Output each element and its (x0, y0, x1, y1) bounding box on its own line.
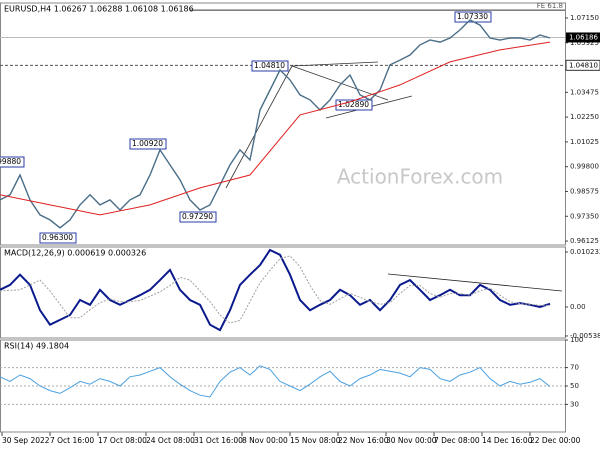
x-tick-label: 30 Nov 00:00 (386, 436, 437, 445)
h-line-box (565, 59, 600, 71)
y-tick-label: 0.96125 (570, 237, 599, 245)
y-tick-label: 0.98575 (570, 187, 599, 195)
panel-frame (0, 246, 566, 339)
panel-title: EURUSD,H4 1.06267 1.06288 1.06108 1.0618… (4, 5, 194, 14)
x-tick-label: 22 Nov 16:00 (338, 436, 389, 445)
trend-line (387, 273, 563, 292)
annotation-box (335, 99, 373, 111)
x-tick-label: 30 Sep 2022 (2, 436, 50, 445)
x-tick-label: 22 Dec 00:00 (530, 436, 581, 445)
y-tick-label: 1.02250 (570, 113, 599, 121)
trend-line (225, 65, 293, 189)
y-tick-label: 0.99800 (570, 163, 599, 171)
y-tick-label: 1.07150 (570, 14, 599, 22)
annotation-box (251, 60, 289, 72)
annotation: 0.99880 (0, 157, 21, 166)
panel-title: MACD(12,26,9) 0.000619 0.000326 (4, 249, 146, 258)
series-line (0, 19, 551, 229)
series-line (0, 41, 551, 216)
annotation: 1.04810 (254, 61, 285, 70)
y-tick-label: 0.010232 (570, 248, 600, 256)
y-tick-label: 1.03475 (570, 88, 599, 96)
y-tick-label: 0.00 (570, 303, 586, 311)
x-tick-label: 24 Oct 08:00 (146, 436, 195, 445)
y-tick-label: 50 (570, 382, 579, 390)
h-line-label: 1.04810 (569, 61, 598, 69)
y-tick-label: 30 (570, 400, 579, 408)
y-tick-label: 1.01025 (570, 138, 599, 146)
panel-frame (0, 2, 566, 246)
series-line (0, 365, 551, 398)
last-price-label: 1.06186 (569, 33, 598, 41)
annotation: 1.02890 (338, 100, 369, 109)
annotation-box (179, 211, 217, 223)
annotation: 0.97290 (182, 212, 213, 221)
y-tick-label: -0.005389 (570, 332, 600, 340)
x-tick-label: 7 Oct 16:00 (50, 436, 94, 445)
panel-title: RSI(14) 49.1804 (4, 342, 69, 351)
trend-line (291, 65, 389, 101)
annotation-box (39, 232, 77, 244)
y-tick-label: 70 (570, 364, 579, 372)
x-tick-label: 7 Dec 08:00 (434, 436, 480, 445)
last-price-box (566, 32, 600, 43)
watermark: ActionForex.com (337, 165, 503, 189)
annotation-box (129, 138, 167, 150)
y-tick-label: 1.05925 (570, 39, 599, 47)
y-tick-label: 0.97350 (570, 212, 599, 220)
annotation-box (0, 156, 25, 168)
x-tick-label: 8 Nov 00:00 (242, 436, 288, 445)
series-line (0, 248, 551, 332)
series-line (0, 255, 550, 324)
x-tick-label: 17 Oct 08:00 (98, 436, 147, 445)
trend-line (291, 61, 379, 67)
x-tick-label: 31 Oct 16:00 (194, 436, 243, 445)
fe-label: FE 61.8 (537, 2, 563, 10)
y-tick-label: 100 (570, 336, 583, 344)
annotation: 1.07330 (457, 12, 488, 21)
x-tick-label: 14 Dec 16:00 (482, 436, 533, 445)
annotation: 1.00920 (132, 139, 163, 148)
x-tick-label: 15 Nov 08:00 (290, 436, 341, 445)
annotation: 0.96300 (42, 233, 73, 242)
